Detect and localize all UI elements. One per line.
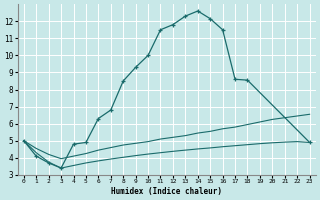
X-axis label: Humidex (Indice chaleur): Humidex (Indice chaleur) <box>111 187 222 196</box>
